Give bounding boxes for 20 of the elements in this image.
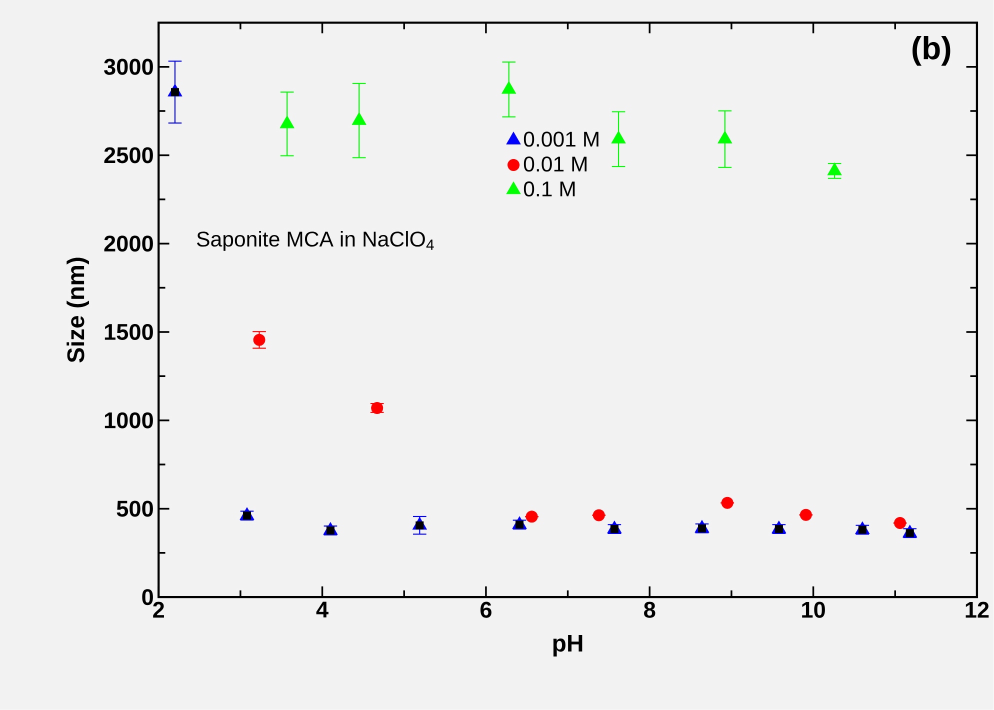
y-tick-label: 2000 [104,236,153,252]
y-tick-label: 0 [142,589,153,606]
y-tick-label: 2500 [104,147,153,164]
x-tick-label: 12 [966,602,989,618]
x-axis-title: pH [553,635,582,657]
y-axis-title: Size (nm) [66,258,90,363]
x-tick-label: 2 [153,602,164,618]
legend-label: 0.01 M [524,156,587,172]
legend-label: 0.001 M [524,132,598,147]
y-tick-label: 3000 [104,58,153,76]
x-tick-label: 4 [316,602,328,618]
x-tick-label: 10 [802,602,825,618]
legend-label: 0.1 M [524,182,575,197]
y-tick-label: 1500 [104,324,153,340]
x-tick-label: 8 [644,602,656,618]
y-tick-label: 500 [116,500,153,517]
y-tick-label: 1000 [104,412,153,429]
annotation: (b) [912,36,950,66]
annotation: Saponite MCA in NaClO$_{4}$ [197,231,434,252]
x-tick-label: 6 [480,602,492,618]
